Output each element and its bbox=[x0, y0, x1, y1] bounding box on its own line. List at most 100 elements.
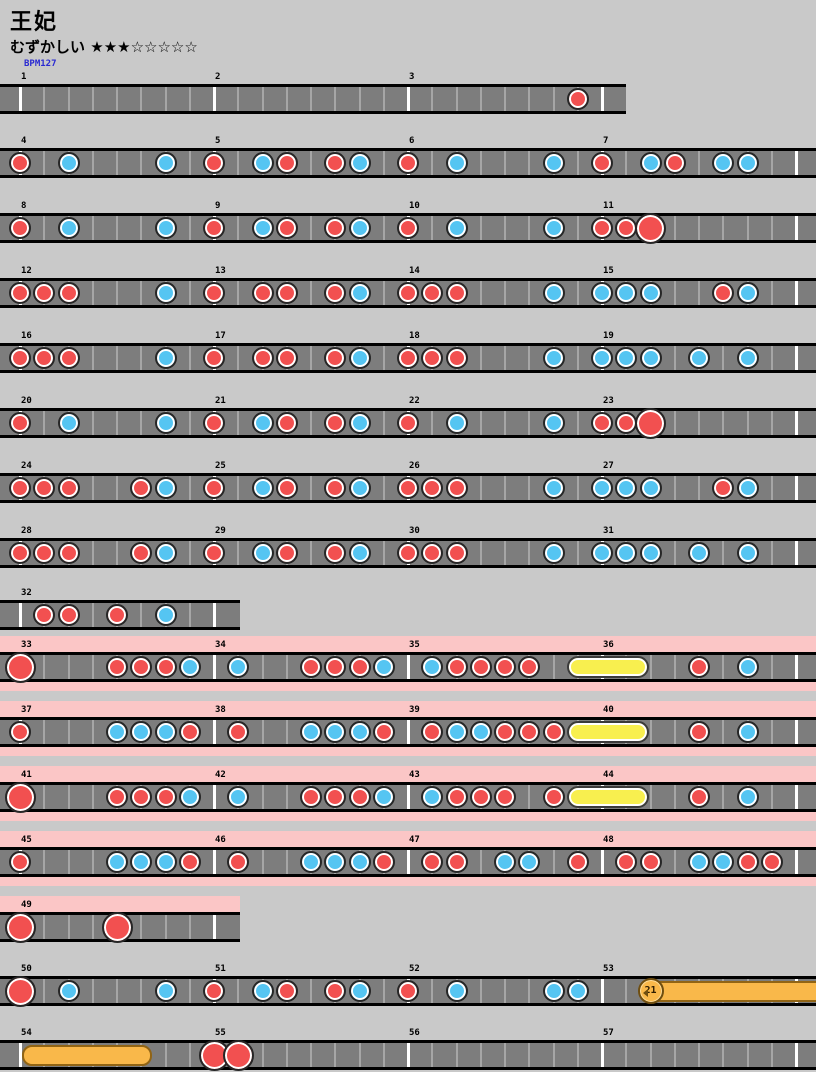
don-note bbox=[154, 786, 177, 808]
beat-line bbox=[188, 216, 191, 240]
don-note bbox=[106, 656, 128, 678]
beat-line bbox=[746, 411, 749, 435]
don-note bbox=[445, 542, 468, 564]
don-note bbox=[421, 721, 444, 743]
beat-line bbox=[188, 603, 191, 627]
don-note bbox=[397, 282, 419, 304]
beat-line bbox=[91, 346, 94, 370]
beat-line bbox=[310, 346, 312, 370]
beat-line bbox=[722, 346, 725, 370]
don-note bbox=[275, 217, 298, 239]
don-note bbox=[736, 851, 759, 873]
don-note bbox=[106, 786, 128, 808]
beat-line bbox=[310, 476, 312, 500]
measure-number: 3 bbox=[409, 72, 415, 82]
beat-line bbox=[576, 216, 579, 240]
ka-note bbox=[736, 152, 759, 174]
ka-note bbox=[372, 656, 395, 678]
drumroll bbox=[566, 786, 650, 808]
beat-line bbox=[649, 655, 652, 679]
measure-number: 19 bbox=[603, 331, 614, 341]
beat-line bbox=[504, 411, 506, 435]
measure-number: 52 bbox=[409, 964, 420, 974]
don-note bbox=[9, 347, 31, 369]
difficulty-label: むずかしい ★★★☆☆☆☆☆ bbox=[10, 36, 198, 57]
ka-note bbox=[688, 347, 710, 369]
don-note bbox=[130, 542, 153, 564]
don-note bbox=[9, 152, 31, 174]
beat-line bbox=[528, 411, 531, 435]
measure-barline bbox=[19, 1043, 22, 1067]
ka-note bbox=[615, 477, 638, 499]
ka-note bbox=[348, 152, 371, 174]
ka-note bbox=[421, 656, 444, 678]
beat-line bbox=[91, 915, 94, 939]
ka-note bbox=[445, 980, 468, 1002]
measure-number: 6 bbox=[409, 136, 415, 146]
ka-note bbox=[154, 542, 177, 564]
beat-line bbox=[770, 411, 773, 435]
beat-line bbox=[722, 785, 725, 809]
beat-line bbox=[237, 87, 240, 111]
don-note bbox=[397, 347, 419, 369]
bpm-label: BPM127 bbox=[24, 59, 57, 69]
beat-line bbox=[382, 346, 385, 370]
don-note bbox=[9, 721, 31, 743]
beat-line bbox=[576, 151, 579, 175]
measure-number: 23 bbox=[603, 396, 614, 406]
measure-barline bbox=[795, 151, 798, 175]
don-note bbox=[178, 721, 201, 743]
beat-line bbox=[528, 346, 531, 370]
ka-note bbox=[445, 217, 468, 239]
ka-note bbox=[712, 152, 735, 174]
don-note bbox=[324, 980, 347, 1002]
don-note bbox=[324, 786, 347, 808]
ka-note bbox=[591, 282, 613, 304]
beat-line bbox=[91, 785, 94, 809]
drumroll bbox=[566, 721, 650, 743]
measure-barline bbox=[19, 87, 22, 111]
don-note bbox=[203, 980, 225, 1002]
beat-line bbox=[237, 346, 240, 370]
ka-note bbox=[251, 542, 274, 564]
beat-line bbox=[382, 476, 385, 500]
don-note bbox=[372, 851, 395, 873]
beat-line bbox=[770, 281, 773, 305]
measure-barline bbox=[213, 850, 216, 874]
beat-line bbox=[140, 281, 143, 305]
measure-barline bbox=[795, 785, 798, 809]
beat-line bbox=[43, 216, 46, 240]
beat-line bbox=[116, 411, 118, 435]
measure-number: 32 bbox=[21, 588, 32, 598]
beat-line bbox=[43, 411, 46, 435]
measure-number: 12 bbox=[21, 266, 32, 276]
beat-line bbox=[455, 87, 458, 111]
measure-barline bbox=[213, 915, 216, 939]
beat-line bbox=[479, 151, 482, 175]
ka-note bbox=[736, 347, 759, 369]
star-rating: ★★★☆☆☆☆☆ bbox=[90, 38, 198, 56]
beat-line bbox=[528, 541, 531, 565]
beat-line bbox=[552, 850, 555, 874]
don-note bbox=[445, 851, 468, 873]
beat-line bbox=[164, 87, 167, 111]
beat-line bbox=[116, 216, 118, 240]
measure-number: 11 bbox=[603, 201, 614, 211]
don-note bbox=[445, 477, 468, 499]
ka-note bbox=[542, 412, 565, 434]
note-lane bbox=[0, 84, 626, 114]
beat-line bbox=[528, 151, 531, 175]
beat-line bbox=[285, 850, 288, 874]
beat-line bbox=[722, 1043, 725, 1067]
ka-note bbox=[154, 347, 177, 369]
measure-barline bbox=[213, 720, 216, 744]
balloon-note: 21 bbox=[637, 978, 664, 1004]
measure-number: 37 bbox=[21, 705, 32, 715]
beat-line bbox=[358, 1043, 361, 1067]
beat-line bbox=[770, 476, 773, 500]
don-note bbox=[57, 282, 80, 304]
beat-line bbox=[188, 1043, 191, 1067]
don-note bbox=[57, 542, 80, 564]
ka-note bbox=[445, 412, 468, 434]
don-note bbox=[324, 477, 347, 499]
